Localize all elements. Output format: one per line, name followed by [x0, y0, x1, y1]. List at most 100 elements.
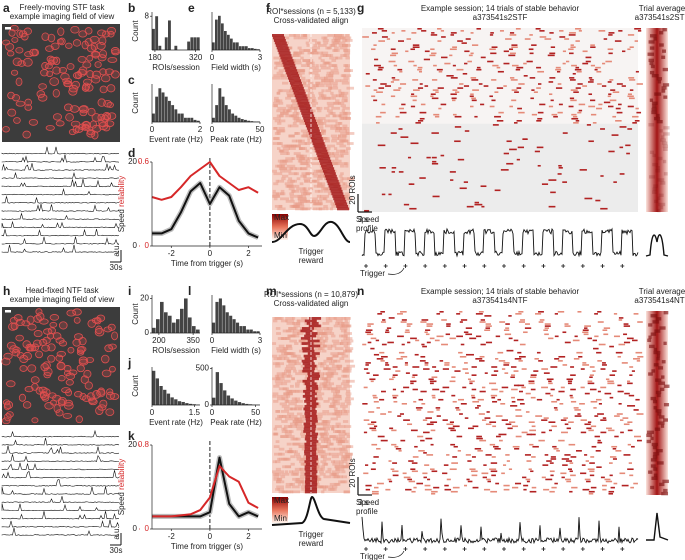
heatmap-cell	[299, 195, 307, 198]
raster-event	[370, 348, 374, 350]
raster-event	[371, 381, 374, 383]
raster-event	[413, 100, 417, 102]
raster-event	[557, 71, 560, 73]
raster-event	[499, 360, 505, 362]
trace	[2, 528, 119, 536]
heatmap-cell	[331, 107, 340, 110]
raster-event	[393, 374, 398, 376]
raster-event	[573, 91, 579, 93]
raster-event	[423, 452, 427, 454]
raster-event	[608, 48, 614, 50]
raster-event	[426, 157, 430, 159]
raster-event	[418, 67, 423, 69]
hist-bar	[188, 317, 192, 333]
raster-event	[466, 327, 472, 329]
raster-event	[376, 91, 383, 93]
heatmap-peak	[305, 397, 317, 400]
cell	[50, 314, 59, 320]
heatmap-cell	[299, 445, 305, 448]
raster-event	[390, 55, 396, 57]
heatmap-cell	[320, 382, 328, 385]
raster-event	[413, 65, 416, 67]
raster-event	[387, 327, 391, 329]
heatmap-cell	[286, 490, 294, 493]
heatmap-cell	[294, 342, 298, 345]
heatmap-cell	[332, 455, 339, 458]
raster-event	[510, 77, 514, 79]
raster-event	[362, 36, 369, 38]
heatmap-cell	[321, 465, 325, 468]
heatmap-cell	[330, 332, 334, 335]
raster-event	[505, 327, 509, 329]
raster-event	[586, 61, 591, 63]
raster-event	[579, 104, 586, 106]
trace	[2, 446, 119, 454]
raster-event	[516, 415, 523, 417]
heatmap-cell	[339, 130, 347, 133]
cell	[14, 117, 21, 123]
raster-event	[430, 338, 435, 340]
heatmap-peak	[337, 207, 349, 210]
raster-event	[591, 65, 595, 67]
raster-event	[569, 32, 576, 34]
heatmap-cell	[325, 470, 331, 473]
raster-event	[568, 383, 572, 385]
raster-event	[589, 376, 593, 378]
heatmap-cell	[317, 177, 323, 180]
heatmap-cell	[286, 345, 292, 348]
raster-event	[376, 448, 380, 450]
heatmap-cell	[284, 370, 291, 373]
raster-event	[548, 381, 551, 383]
raster-event	[450, 338, 456, 340]
raster-event	[627, 338, 634, 340]
heatmap-cell	[283, 330, 292, 333]
raster-event	[598, 440, 601, 442]
heatmap-cell	[309, 39, 317, 42]
raster-event	[505, 333, 511, 335]
cell	[59, 322, 67, 329]
avg-cell	[655, 169, 660, 172]
heatmap-peak	[331, 192, 343, 195]
raster-event	[431, 132, 438, 134]
heatmap-cell	[275, 362, 279, 365]
raster-event	[579, 403, 585, 405]
raster-event	[482, 387, 485, 389]
raster-event	[592, 446, 597, 448]
raster-event	[538, 165, 541, 167]
heatmap-cell	[277, 114, 284, 117]
heatmap-cell	[332, 340, 339, 343]
raster-event	[435, 91, 438, 93]
raster-event	[613, 181, 617, 183]
raster-event	[573, 340, 580, 342]
raster-event	[494, 91, 498, 93]
heatmap-cell	[306, 165, 311, 168]
raster-event	[407, 323, 413, 325]
heatmap-cell	[276, 410, 280, 413]
cell	[45, 402, 54, 409]
raster-event	[388, 479, 392, 481]
raster-event	[558, 173, 562, 175]
heatmap-cell	[341, 155, 344, 158]
heatmap-cell	[300, 182, 304, 185]
hist-bar	[212, 398, 215, 405]
heatmap-cell	[273, 117, 281, 120]
heatmap-peak	[303, 350, 315, 353]
heatmap-cell	[339, 117, 344, 120]
heatmap-cell	[281, 352, 285, 355]
heatmap-peak	[306, 463, 318, 466]
raster-event	[405, 362, 408, 364]
raster-event	[550, 192, 556, 194]
raster-event	[609, 346, 614, 348]
heatmap-cell	[344, 69, 353, 72]
heatmap-cell	[328, 87, 332, 90]
heatmap-cell	[300, 190, 307, 193]
cell	[53, 57, 60, 65]
raster-event	[596, 108, 602, 110]
raster-event	[371, 421, 376, 423]
raster-event	[570, 470, 573, 472]
raster-event	[498, 112, 503, 114]
heatmap-cell	[331, 162, 337, 165]
raster-event	[538, 440, 544, 442]
raster-event	[461, 344, 465, 346]
raster-event	[530, 491, 537, 493]
